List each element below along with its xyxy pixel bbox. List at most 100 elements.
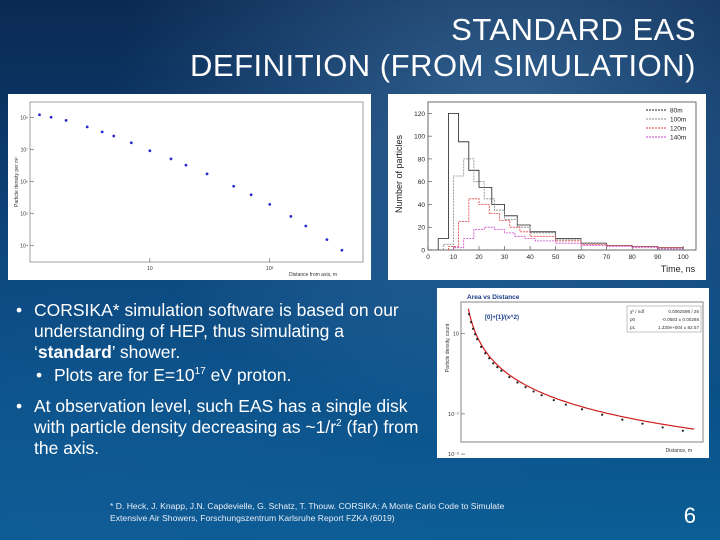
slide-title: STANDARD EAS DEFINITION (FROM SIMULATION… xyxy=(16,12,696,84)
density-point xyxy=(325,238,329,242)
fit-stat-value: 0.0062598 / 26 xyxy=(668,309,699,314)
bullet-dot: • xyxy=(36,365,43,385)
fit-point xyxy=(661,426,664,429)
fit-title: Area vs Distance xyxy=(467,294,520,301)
density-point xyxy=(148,149,152,153)
fit-point xyxy=(467,313,471,316)
time-ytick-label: 0 xyxy=(421,248,425,255)
time-xtick-label: 100 xyxy=(678,254,689,261)
legend-label: 100m xyxy=(670,117,686,124)
fit-stat-value: 1.330e+004 ± 82.57 xyxy=(658,325,699,330)
fit-point xyxy=(580,408,584,411)
fit-point xyxy=(540,394,543,397)
fit-point xyxy=(480,345,483,349)
fit-plot-panel: Area vs Distance [0]+[1]/(x^2) χ² / ndf 0… xyxy=(437,288,709,458)
fit-stat-value: -0.0683 ± 0.00268 xyxy=(662,317,700,322)
density-point xyxy=(340,248,344,252)
fit-ytick-label: 10 xyxy=(453,331,459,337)
sub-bullet-energy: • Plots are for E=1017 eV proton. xyxy=(36,365,292,385)
density-point xyxy=(205,172,209,176)
density-ylabel: Particle density per m² xyxy=(14,157,20,207)
footnote: * D. Heck, J. Knapp, J.N. Capdevielle, G… xyxy=(110,501,505,523)
time-xtick-label: 60 xyxy=(578,254,586,261)
density-point xyxy=(289,214,293,218)
time-xtick-label: 30 xyxy=(501,254,509,261)
fit-point xyxy=(532,390,535,393)
bullet-dot: • xyxy=(16,300,23,320)
time-xtick-label: 90 xyxy=(654,254,662,261)
time-ytick-label: 40 xyxy=(418,202,426,209)
density-ytick-label: 10⁵ xyxy=(20,211,28,217)
time-ytick-label: 20 xyxy=(418,225,426,232)
fit-point xyxy=(641,422,644,425)
fit-point xyxy=(508,375,511,379)
density-point xyxy=(64,118,68,122)
time-plot: 0 20 40 60 80 100 120 0 10 20 30 40 50 60 70 80 90 100 8… xyxy=(394,101,697,274)
fit-point xyxy=(484,352,487,355)
density-point xyxy=(184,163,188,167)
time-ylabel: Number of particles xyxy=(394,134,404,213)
density-plot-panel: 10⁸ 10⁷ 10⁶ 10⁵ 10⁴ 10 10² Particle density p… xyxy=(8,94,371,280)
density-point xyxy=(129,141,133,145)
fit-plot: Area vs Distance [0]+[1]/(x^2) χ² / ndf 0… xyxy=(445,294,704,458)
fit-point xyxy=(552,398,555,402)
fit-stat-name: p0 xyxy=(630,317,636,322)
fit-point xyxy=(524,386,527,389)
density-point xyxy=(249,193,253,197)
density-point xyxy=(304,224,308,228)
page-number: 6 xyxy=(683,503,696,528)
fit-point xyxy=(472,327,475,330)
bullet-list: • CORSIKA* simulation software is based … xyxy=(14,300,424,459)
fit-formula: [0]+[1]/(x^2) xyxy=(485,315,519,321)
density-point xyxy=(38,113,41,117)
fit-ylabel: Particle density, count xyxy=(445,323,451,372)
fit-ytick-label: 10⁻¹ xyxy=(448,412,459,418)
density-xtick-label: 10 xyxy=(147,266,153,272)
density-point xyxy=(100,130,104,134)
fit-xlabel: Distance, m xyxy=(666,448,692,454)
density-xtick-label: 10² xyxy=(266,266,274,272)
legend-label: 140m xyxy=(670,135,686,142)
fit-stats-box xyxy=(626,305,702,333)
time-xtick-label: 40 xyxy=(526,254,534,261)
fit-point xyxy=(564,403,567,406)
fit-point xyxy=(474,333,477,336)
time-series-100m xyxy=(442,158,684,250)
legend-label: 120m xyxy=(670,126,686,133)
time-xlabel: Time, ns xyxy=(661,264,696,274)
legend-label: 80m xyxy=(670,108,683,115)
density-point xyxy=(112,134,116,138)
fit-stat-name: p1 xyxy=(630,325,636,330)
density-point xyxy=(169,157,173,161)
fit-point xyxy=(476,337,479,341)
fit-point xyxy=(496,365,499,369)
density-point xyxy=(268,202,272,206)
bullet-observation: • At observation level, such EAS has a s… xyxy=(16,396,419,458)
time-ytick-label: 60 xyxy=(418,179,426,186)
time-xtick-label: 70 xyxy=(603,254,611,261)
time-ytick-label: 120 xyxy=(414,111,425,118)
time-xtick-label: 0 xyxy=(426,254,430,261)
fit-point xyxy=(516,381,519,384)
fit-point xyxy=(681,429,684,432)
density-ytick-label: 10⁷ xyxy=(21,147,29,153)
time-ytick-label: 80 xyxy=(418,156,426,163)
title-line-2: DEFINITION (FROM SIMULATION) xyxy=(190,48,696,83)
fit-point xyxy=(500,369,503,372)
time-ytick-label: 100 xyxy=(414,134,425,141)
time-series-120m xyxy=(448,198,684,250)
time-plot-panel: 0 20 40 60 80 100 120 0 10 20 30 40 50 60 70 80 90 100 8… xyxy=(388,94,706,280)
fit-ytick-label: 10⁻² xyxy=(448,452,459,458)
density-ytick-label: 10⁴ xyxy=(20,243,28,249)
density-point xyxy=(85,125,89,129)
time-series-140m xyxy=(453,226,684,250)
fit-curve xyxy=(467,308,695,430)
bold-standard: standard xyxy=(37,342,112,362)
title-line-1: STANDARD EAS xyxy=(451,12,696,47)
bullet-dot: • xyxy=(16,396,23,416)
fit-stat-name: χ² / ndf xyxy=(630,309,645,314)
time-xtick-label: 20 xyxy=(475,254,483,261)
density-point xyxy=(49,115,53,119)
time-xtick-label: 10 xyxy=(450,254,458,261)
fit-point xyxy=(469,321,473,324)
